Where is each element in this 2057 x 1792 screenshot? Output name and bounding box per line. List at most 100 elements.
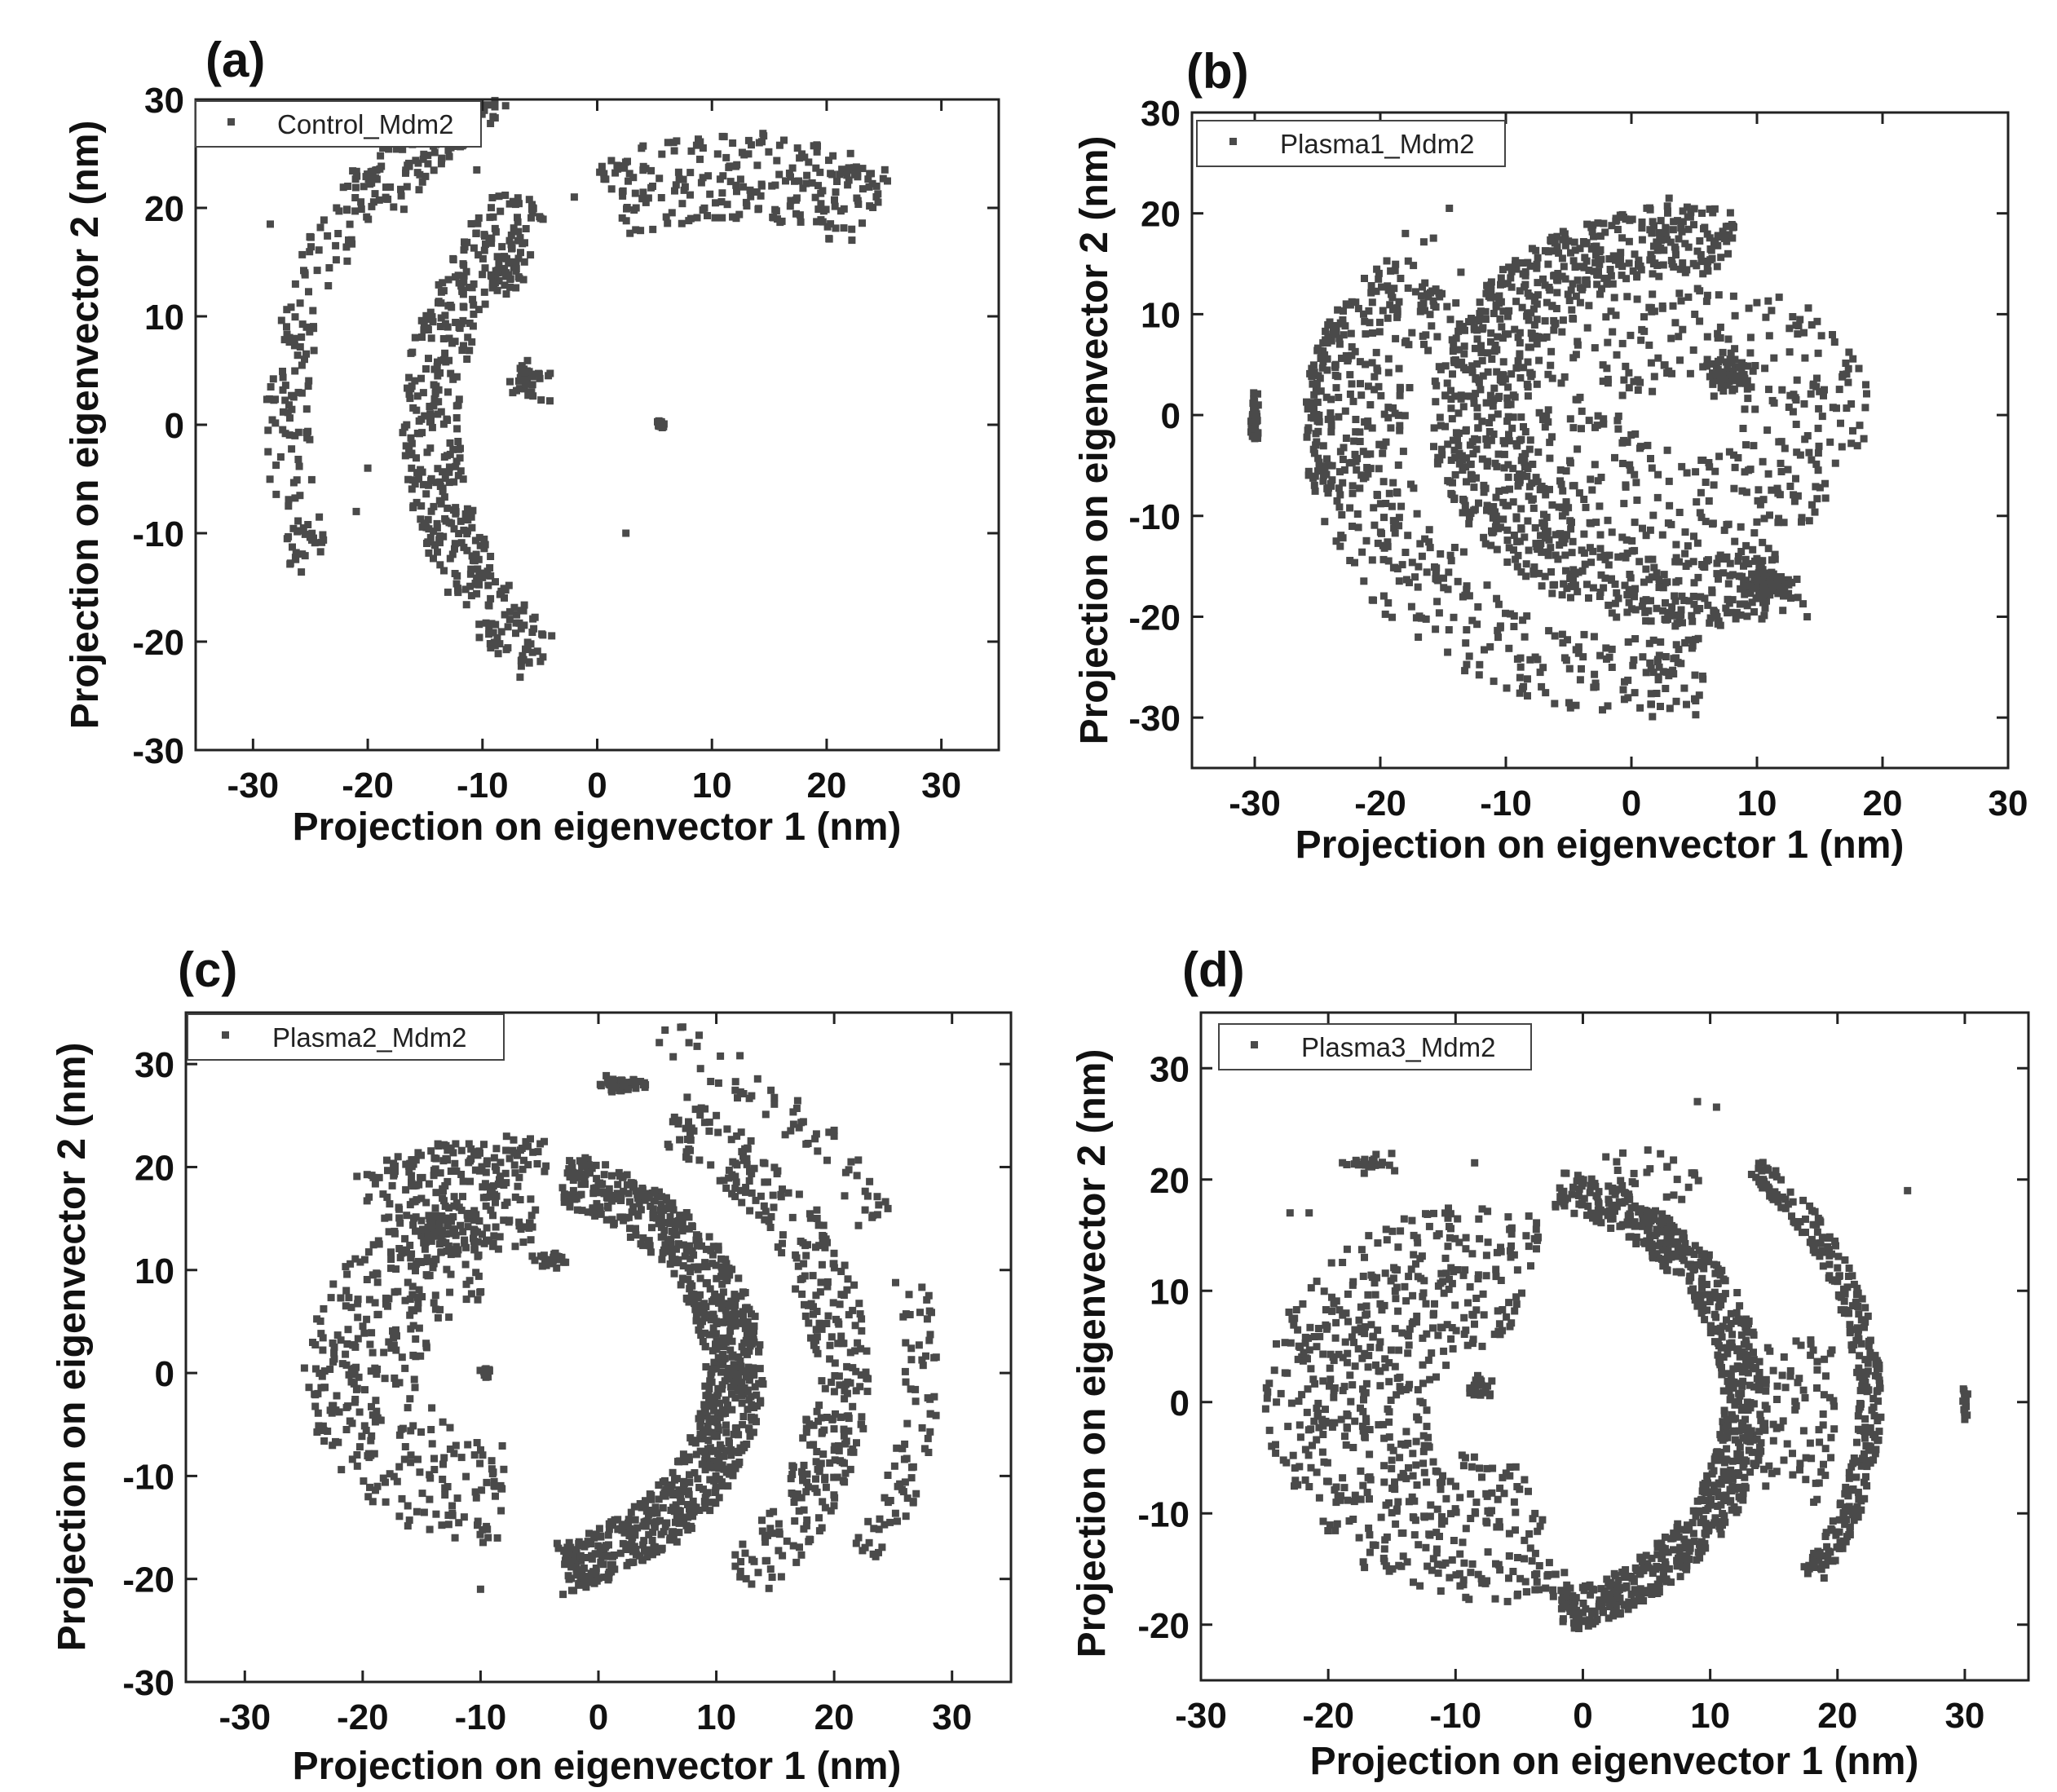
scatter-point (1645, 639, 1653, 647)
scatter-point (1408, 558, 1416, 567)
scatter-point (826, 1459, 834, 1467)
scatter-point (1567, 582, 1575, 590)
scatter-point (758, 138, 766, 146)
scatter-point (677, 1281, 685, 1289)
scatter-point (749, 1364, 757, 1372)
scatter-point (1322, 393, 1331, 401)
scatter-point (1803, 432, 1812, 439)
scatter-point (797, 1494, 806, 1502)
scatter-point (1444, 648, 1452, 656)
scatter-point (408, 464, 416, 472)
scatter-point (1689, 346, 1697, 354)
scatter-point (1322, 336, 1330, 344)
scatter-point (511, 1242, 519, 1251)
scatter-point (609, 1552, 616, 1560)
scatter-point (1575, 489, 1583, 497)
scatter-point (770, 1100, 779, 1108)
scatter-point (569, 1186, 577, 1194)
scatter-point (902, 1339, 910, 1347)
scatter-point (1569, 280, 1577, 288)
scatter-point (1447, 386, 1454, 395)
scatter-point (1812, 483, 1820, 491)
scatter-point (852, 163, 860, 171)
scatter-point (1516, 654, 1525, 662)
scatter-point (405, 445, 413, 453)
scatter-point (1496, 315, 1504, 323)
scatter-point (1638, 236, 1646, 244)
scatter-point (1582, 503, 1590, 511)
scatter-point (580, 1174, 589, 1182)
scatter-point (709, 1324, 717, 1332)
scatter-point (1418, 552, 1426, 560)
scatter-point (632, 1187, 640, 1195)
scatter-point (797, 218, 805, 226)
scatter-point (1683, 266, 1691, 274)
scatter-point (1715, 452, 1724, 461)
scatter-point (1505, 437, 1513, 445)
scatter-point (745, 1177, 753, 1185)
scatter-point (600, 170, 608, 178)
scatter-point (691, 1106, 700, 1114)
scatter-point (1561, 236, 1569, 243)
scatter-point (641, 1501, 649, 1509)
scatter-point (493, 286, 501, 294)
scatter-point (685, 1456, 693, 1463)
scatter-point (1340, 307, 1347, 315)
scatter-point (389, 1327, 396, 1335)
scatter-point (609, 1521, 616, 1529)
scatter-point (641, 1196, 649, 1204)
scatter-point (770, 1203, 778, 1212)
scatter-point (379, 1190, 387, 1198)
scatter-point (806, 1420, 814, 1428)
scatter-point (1481, 540, 1490, 548)
scatter-point (436, 483, 444, 490)
scatter-point (1697, 258, 1706, 266)
scatter-point (765, 1584, 773, 1592)
scatter-point (614, 1525, 622, 1534)
scatter-point (709, 1310, 717, 1318)
scatter-point (731, 1291, 739, 1299)
scatter-point (1425, 538, 1433, 546)
scatter-point (801, 1272, 809, 1280)
scatter-point (575, 1538, 583, 1546)
scatter-point (1790, 491, 1798, 499)
scatter-point (1448, 336, 1456, 344)
scatter-point (497, 1159, 505, 1167)
scatter-point (427, 507, 435, 515)
scatter-point (699, 1338, 707, 1345)
scatter-point (337, 1294, 345, 1302)
scatter-point (903, 1454, 911, 1463)
scatter-point (1684, 542, 1692, 550)
scatter-point (1336, 448, 1344, 456)
scatter-point (1424, 346, 1432, 355)
scatter-point (516, 673, 524, 682)
scatter-point (379, 144, 387, 152)
scatter-point (1463, 392, 1472, 400)
scatter-point (1813, 374, 1821, 382)
scatter-point (1628, 547, 1636, 555)
scatter-point (722, 153, 731, 161)
scatter-point (1568, 519, 1575, 527)
scatter-point (391, 1374, 399, 1382)
scatter-point (1481, 307, 1490, 316)
scatter-point (444, 504, 452, 512)
scatter-point (924, 1434, 932, 1442)
scatter-point (766, 1509, 774, 1517)
scatter-point (1689, 558, 1697, 566)
scatter-point (1476, 298, 1484, 307)
scatter-point (366, 180, 374, 188)
legend: Control_Mdm2 (195, 100, 482, 148)
scatter-point (1477, 342, 1485, 350)
scatter-point (625, 1516, 633, 1524)
scatter-point (1764, 470, 1772, 478)
scatter-point (403, 183, 411, 191)
scatter-point (475, 620, 483, 629)
scatter-point (1649, 555, 1657, 563)
scatter-point (1504, 312, 1512, 320)
scatter-point (467, 592, 475, 600)
scatter-point (474, 1151, 482, 1159)
scatter-point (310, 323, 317, 331)
scatter-point (466, 582, 475, 590)
scatter-point (281, 382, 289, 390)
scatter-point (756, 1365, 764, 1373)
